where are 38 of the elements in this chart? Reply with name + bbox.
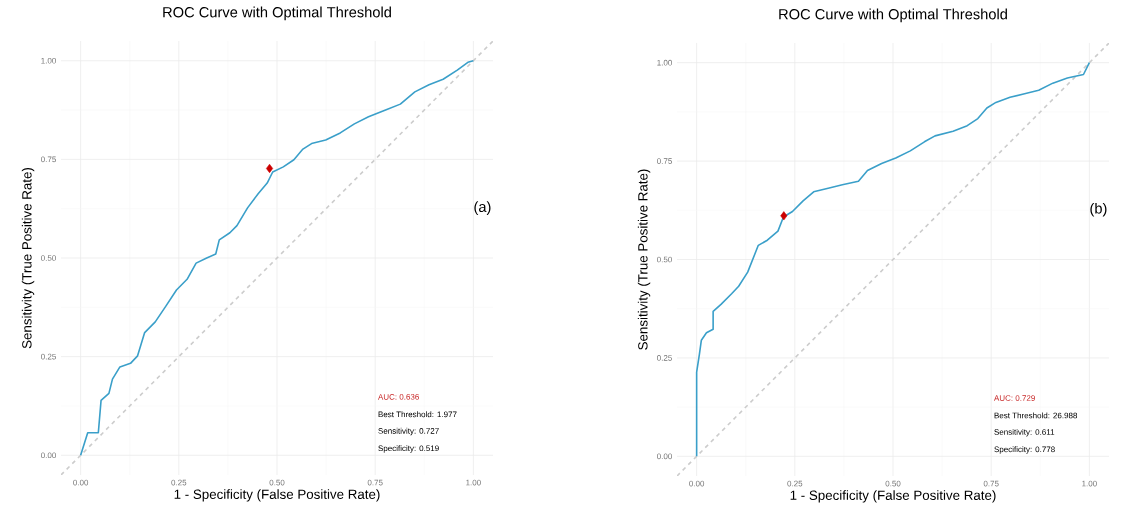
- line-series: [79, 59, 475, 457]
- annotation: AUC: 0.729: [993, 395, 1035, 401]
- annotation: (a): [474, 201, 491, 215]
- x-tick-label: 1.00: [1082, 480, 1097, 487]
- x-axis-title: 1 - Specificity (False Positive Rate): [790, 490, 996, 503]
- y-tick-label: 0.00: [41, 452, 56, 459]
- annotation: Best Threshold: 1.977: [378, 411, 457, 418]
- annotation: Sensitivity: 0.611: [994, 428, 1055, 437]
- y-tick-label: 0.75: [657, 158, 672, 164]
- annotation: Best Threshold: 26.988: [994, 412, 1078, 419]
- annotation: Specificity: 0.519: [378, 445, 439, 453]
- x-tick-label: 0.00: [689, 480, 705, 487]
- y-axis-title: Sensitivity (True Positive Rate): [21, 167, 35, 349]
- x-tick-label: 0.25: [787, 480, 803, 487]
- y-tick-label: 0.50: [41, 255, 56, 261]
- y-tick-label: 0.25: [41, 353, 56, 360]
- y-tick-label: 0.25: [657, 355, 672, 361]
- y-tick-label: 0.00: [657, 453, 672, 460]
- y-tick-label: 1.00: [41, 57, 56, 64]
- y-tick-label: 0.75: [41, 156, 56, 163]
- annotation: Sensitivity: 0.727: [378, 427, 439, 436]
- x-tick-label: 0.25: [171, 479, 187, 486]
- y-axis-title: Sensitivity (True Positive Rate): [637, 169, 651, 350]
- y-tick-label: 0.50: [657, 256, 672, 263]
- x-tick-label: 0.50: [269, 479, 285, 486]
- x-tick-label: 1.00: [466, 479, 481, 486]
- chart-title: ROC Curve with Optimal Threshold: [163, 6, 391, 21]
- annotation: Specificity: 0.778: [994, 446, 1055, 454]
- chart-title: ROC Curve with Optimal Threshold: [779, 8, 1007, 23]
- annotation: (b): [1090, 202, 1107, 217]
- x-tick-label: 0.75: [983, 480, 999, 487]
- x-tick-label: 0.50: [885, 480, 901, 487]
- x-axis-title: 1 - Specificity (False Positive Rate): [174, 489, 380, 502]
- y-tick-label: 1.00: [657, 59, 672, 66]
- annotation: AUC: 0.636: [377, 394, 419, 400]
- x-tick-label: 0.00: [73, 479, 89, 486]
- line-series: [695, 61, 1091, 458]
- x-tick-label: 0.75: [367, 479, 383, 486]
